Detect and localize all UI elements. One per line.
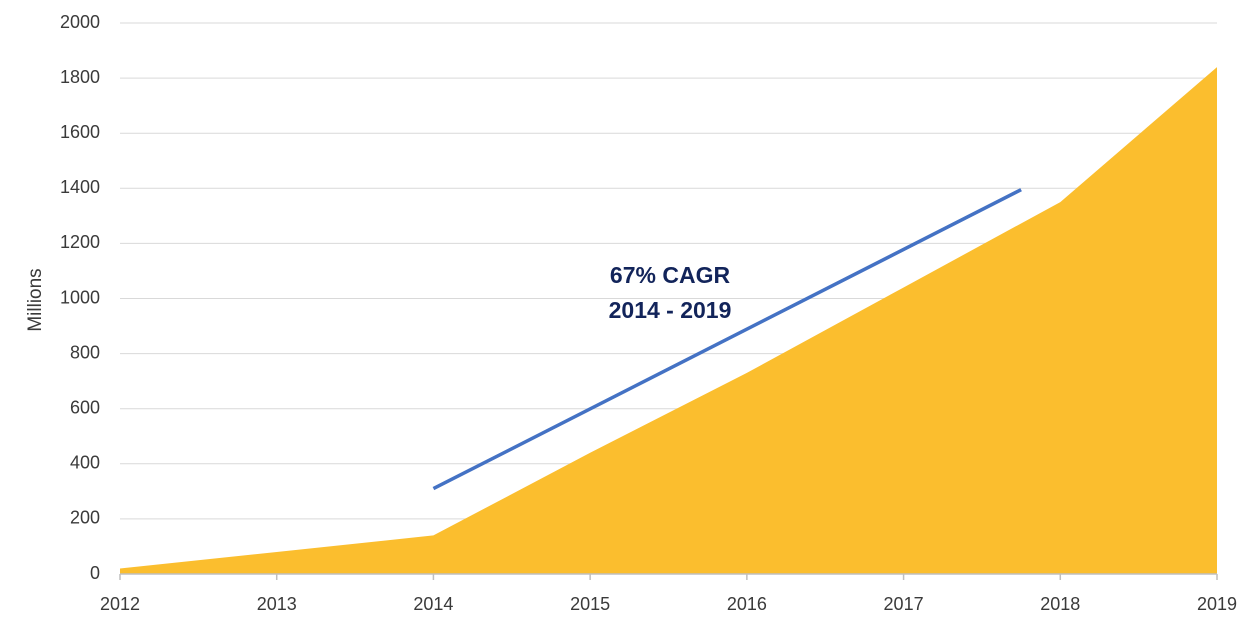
- cagr-trend-line: [432, 188, 1022, 491]
- y-tick-label-400: 400: [70, 453, 100, 473]
- x-tick-label-2013: 2013: [257, 594, 297, 614]
- y-tick-label-2000: 2000: [60, 12, 100, 32]
- cagr-annotation-line2: 2014 - 2019: [609, 297, 732, 323]
- x-tick-label-2016: 2016: [727, 594, 767, 614]
- y-tick-label-1400: 1400: [60, 177, 100, 197]
- axes: [119, 573, 1218, 580]
- y-tick-label-0: 0: [90, 563, 100, 583]
- series-area-0: [120, 67, 1217, 574]
- x-tick-label-2019: 2019: [1197, 594, 1237, 614]
- y-tick-label-600: 600: [70, 397, 100, 417]
- x-tick-label-2014: 2014: [413, 594, 453, 614]
- y-tick-label-1800: 1800: [60, 67, 100, 87]
- gridlines: [120, 22, 1217, 520]
- x-tick-label-2015: 2015: [570, 594, 610, 614]
- cagr-annotation-line1: 67% CAGR: [610, 262, 731, 288]
- y-tick-label-1600: 1600: [60, 122, 100, 142]
- y-axis-label: Millions: [25, 268, 46, 331]
- x-tick-label-2012: 2012: [100, 594, 140, 614]
- y-tick-label-1200: 1200: [60, 232, 100, 252]
- y-tick-label-200: 200: [70, 508, 100, 528]
- x-tick-labels: 2012 2013 2014 2015 2016 2017 2018 2019: [100, 594, 1237, 614]
- y-tick-label-1000: 1000: [60, 287, 100, 307]
- y-tick-labels: 0 200 400 600 800 1000 1200 1400 1600 1800 2000: [60, 12, 100, 583]
- x-tick-label-2017: 2017: [884, 594, 924, 614]
- y-tick-label-800: 800: [70, 342, 100, 362]
- trend-layer: [432, 188, 1022, 491]
- x-tick-label-2018: 2018: [1040, 594, 1080, 614]
- series-area-layer: [120, 67, 1217, 574]
